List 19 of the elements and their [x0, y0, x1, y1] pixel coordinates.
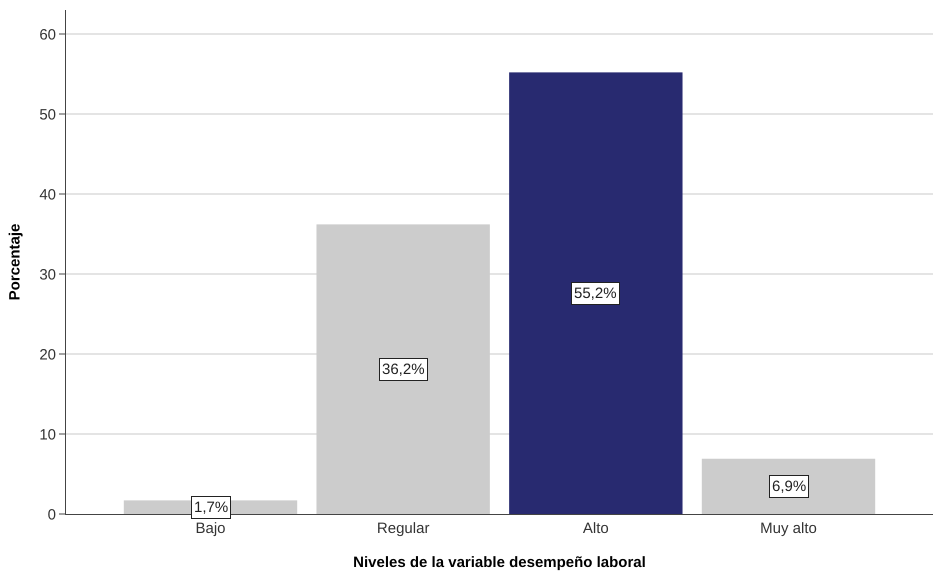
y-tick-label: 0: [48, 506, 56, 524]
data-label: 1,7%: [194, 499, 228, 516]
data-label: 55,2%: [574, 285, 617, 302]
y-tick-label: 50: [39, 106, 56, 124]
data-label: 36,2%: [382, 361, 425, 378]
x-axis-title: Niveles de la variable desempeño laboral: [353, 554, 646, 571]
data-label: 6,9%: [772, 478, 806, 495]
x-tick-label: Regular: [376, 520, 430, 537]
x-tick-label: Bajo: [195, 520, 226, 537]
bar: [702, 458, 876, 514]
x-tick-label: Muy alto: [760, 520, 817, 537]
y-tick-label: 60: [39, 26, 56, 44]
y-axis-title: Porcentaje: [6, 224, 24, 300]
y-tick-label: 20: [39, 346, 56, 364]
x-tick-label: Alto: [582, 520, 609, 537]
y-tick-label: 10: [39, 426, 56, 444]
bar: [509, 72, 683, 514]
y-tick-label: 30: [39, 266, 56, 284]
y-tick-label: 40: [39, 186, 56, 204]
